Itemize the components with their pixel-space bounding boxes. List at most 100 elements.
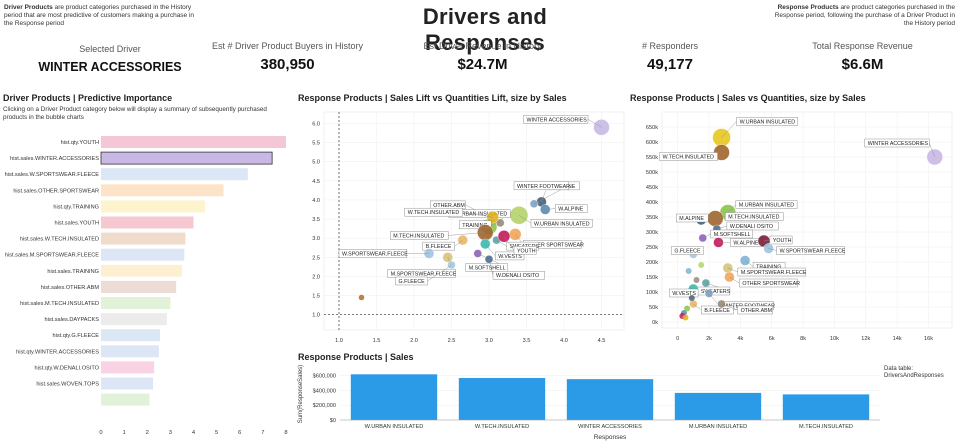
bubble-point[interactable] — [693, 277, 700, 283]
point-label: WINTER ACCESSORIES — [527, 117, 588, 123]
importance-bar[interactable] — [101, 136, 286, 148]
kpi-response-revenue: Total Response Revenue $6.6M — [775, 41, 950, 73]
x-tick-label: 8 — [284, 430, 287, 436]
importance-bar[interactable] — [101, 248, 185, 261]
plot-area — [661, 111, 953, 329]
importance-bar[interactable] — [101, 216, 194, 229]
bubble-point[interactable] — [698, 262, 705, 268]
label-leader — [485, 243, 496, 257]
bar-category-label: hist.sales.OTHER.SPORTSWEAR — [13, 188, 99, 194]
importance-bar[interactable] — [100, 151, 273, 165]
label-leader — [454, 239, 463, 247]
y-tick-label: $400,000 — [313, 388, 336, 394]
label-box — [338, 249, 407, 258]
y-tick-label: 150k — [646, 275, 658, 281]
bar-category-label: W.URBAN INSULATED — [365, 424, 424, 430]
sales-bar[interactable] — [782, 394, 870, 420]
importance-bar[interactable] — [101, 168, 248, 181]
bubble-point[interactable] — [685, 268, 692, 274]
label-box — [513, 181, 569, 190]
x-tick-label: 2.5 — [448, 338, 456, 344]
sales-bar[interactable] — [674, 392, 762, 420]
x-tick-label: 0 — [676, 336, 679, 342]
importance-bar[interactable] — [101, 297, 171, 309]
point-label: M.SOFTSHELL — [469, 266, 506, 272]
y-tick-label: 4.5 — [312, 179, 320, 185]
sales-bar[interactable] — [350, 374, 438, 420]
x-tick-label: 5 — [215, 430, 218, 436]
label-leader — [727, 267, 738, 273]
plot-area — [323, 111, 625, 331]
point-label: W.ALPINE — [558, 207, 583, 213]
bubble-point[interactable] — [358, 294, 365, 301]
label-leader — [768, 248, 777, 251]
label-box — [710, 229, 753, 239]
importance-bar[interactable] — [101, 200, 206, 213]
importance-bar[interactable] — [101, 377, 154, 390]
y-tick-label: 2.0 — [312, 274, 320, 280]
point-label: W.TECH.INSULATED — [408, 210, 460, 216]
label-box — [776, 246, 845, 255]
label-box — [737, 305, 774, 315]
label-box — [725, 212, 784, 221]
bar-category-label: hist.qty.WINTER.ACCESSORIES — [16, 349, 99, 355]
importance-bar[interactable] — [101, 361, 155, 374]
x-tick-label: 12k — [861, 336, 870, 342]
importance-bar[interactable] — [101, 280, 177, 293]
importance-bar[interactable] — [101, 393, 150, 406]
importance-bar[interactable] — [101, 313, 167, 326]
importance-bar[interactable] — [101, 184, 224, 197]
sales-bar[interactable] — [458, 378, 546, 420]
sales-bar[interactable] — [566, 379, 654, 420]
label-box — [395, 276, 428, 286]
bubble-point[interactable] — [688, 295, 695, 301]
x-tick-label: 3.0 — [485, 338, 493, 344]
point-label: G.FLEECE — [674, 249, 701, 255]
point-label: M.TECH.INSULATED — [728, 215, 779, 221]
x-tick-label: 3 — [169, 430, 172, 436]
point-label: W.VESTS — [498, 254, 522, 260]
y-tick-label: 0k — [652, 320, 658, 326]
label-box — [659, 152, 718, 161]
bar-category-label: hist.sales.WINTER.ACCESSORIES — [10, 156, 99, 162]
label-box — [492, 271, 545, 280]
label-leader — [427, 264, 452, 282]
salesqty-chart-title: Response Products | Sales vs Quantities,… — [630, 93, 866, 103]
point-label: M.TECH.INSULATED — [393, 233, 444, 239]
label-leader — [448, 232, 486, 236]
point-label: W.SPORTSWEAR.FLEECE — [342, 252, 408, 258]
y-tick-label: 2.5 — [312, 255, 320, 261]
page-title: Drivers and Responses — [422, 4, 548, 55]
importance-bar[interactable] — [101, 329, 160, 342]
kpi-label: Selected Driver — [79, 44, 141, 54]
kpi-label: Est # Driver Product Buyers in History — [211, 41, 364, 51]
bubble-point[interactable] — [684, 305, 691, 312]
y-tick-label: 1.0 — [312, 313, 320, 319]
point-label: B.FLEECE — [704, 308, 730, 314]
kpi-value: $6.6M — [841, 56, 884, 73]
importance-bar[interactable] — [101, 264, 182, 277]
point-label: OTHER SPORTSWEAR — [742, 281, 800, 287]
lift-chart-title: Response Products | Sales Lift vs Quanti… — [298, 93, 567, 103]
y-tick-label: 250k — [646, 245, 658, 251]
y-tick-label: 6.0 — [312, 121, 320, 127]
importance-bar[interactable] — [101, 232, 186, 245]
label-box — [769, 235, 793, 245]
point-label: W.SPORTSWEAR.FLEECE — [780, 249, 846, 255]
bubble-point[interactable] — [682, 314, 689, 321]
point-label: TRAINING — [756, 265, 781, 271]
label-leader — [716, 225, 727, 230]
importance-bar[interactable] — [101, 345, 159, 358]
label-leader — [503, 236, 515, 251]
y-tick-label: 600k — [646, 140, 658, 146]
label-box — [739, 278, 798, 288]
point-label: W.URBAN INSULATED — [740, 120, 796, 126]
x-tick-label: 6 — [238, 430, 241, 436]
x-tick-label: 0 — [99, 430, 102, 436]
label-box — [555, 204, 588, 213]
label-box — [422, 241, 455, 251]
label-leader — [929, 142, 935, 158]
y-tick-label: 5.0 — [312, 160, 320, 166]
x-tick-label: 2.0 — [410, 338, 418, 344]
point-label: M.SPORTSWEAR.FLEECE — [741, 270, 807, 276]
